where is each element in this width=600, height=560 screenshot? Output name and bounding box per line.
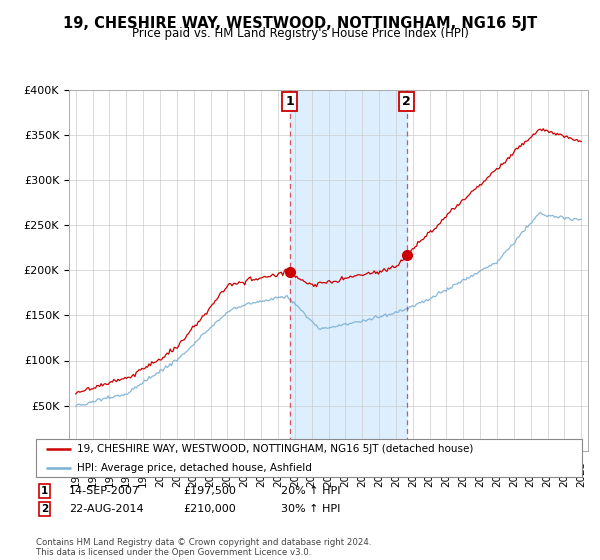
Text: £210,000: £210,000 [183,504,236,514]
Text: 22-AUG-2014: 22-AUG-2014 [69,504,143,514]
Bar [290,90,407,451]
Text: 2: 2 [403,95,411,108]
Text: 20% ↑ HPI: 20% ↑ HPI [281,486,340,496]
Text: 14-SEP-2007: 14-SEP-2007 [69,486,140,496]
Text: 19, CHESHIRE WAY, WESTWOOD, NOTTINGHAM, NG16 5JT (detached house): 19, CHESHIRE WAY, WESTWOOD, NOTTINGHAM, … [77,444,473,454]
Text: 30% ↑ HPI: 30% ↑ HPI [281,504,340,514]
Text: Contains HM Land Registry data © Crown copyright and database right 2024.
This d: Contains HM Land Registry data © Crown c… [36,538,371,557]
FancyBboxPatch shape [36,439,582,477]
Text: £197,500: £197,500 [183,486,236,496]
Text: 19, CHESHIRE WAY, WESTWOOD, NOTTINGHAM, NG16 5JT: 19, CHESHIRE WAY, WESTWOOD, NOTTINGHAM, … [63,16,537,31]
Text: 1: 1 [286,95,294,108]
Text: HPI: Average price, detached house, Ashfield: HPI: Average price, detached house, Ashf… [77,463,312,473]
Text: Price paid vs. HM Land Registry's House Price Index (HPI): Price paid vs. HM Land Registry's House … [131,27,469,40]
Text: 2: 2 [41,504,48,514]
Text: 1: 1 [41,486,48,496]
